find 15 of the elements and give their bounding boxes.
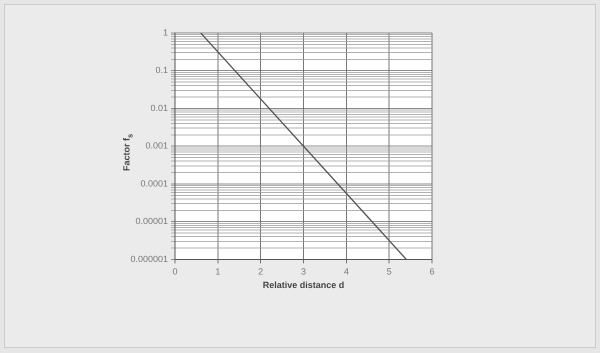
x-tick-label: 4 — [344, 266, 349, 276]
x-tick-label: 1 — [215, 266, 220, 276]
y-tick-label: 0.00001 — [135, 216, 168, 226]
x-axis-title: Relative distance d — [262, 280, 344, 290]
x-tick-label: 6 — [429, 266, 435, 276]
y-tick-label: 1 — [162, 27, 168, 38]
y-tick-label: 0.000001 — [130, 254, 168, 264]
y-tick-label: 0.0001 — [140, 178, 168, 188]
x-tick-label: 5 — [386, 266, 392, 276]
x-tick-label: 0 — [172, 266, 178, 276]
y-tick-label: 0.01 — [150, 102, 168, 113]
y-tick-label: 0.1 — [155, 65, 168, 76]
y-tick-label: 0.001 — [145, 140, 168, 151]
x-tick-label: 2 — [258, 266, 264, 276]
x-tick-label: 3 — [300, 266, 306, 276]
